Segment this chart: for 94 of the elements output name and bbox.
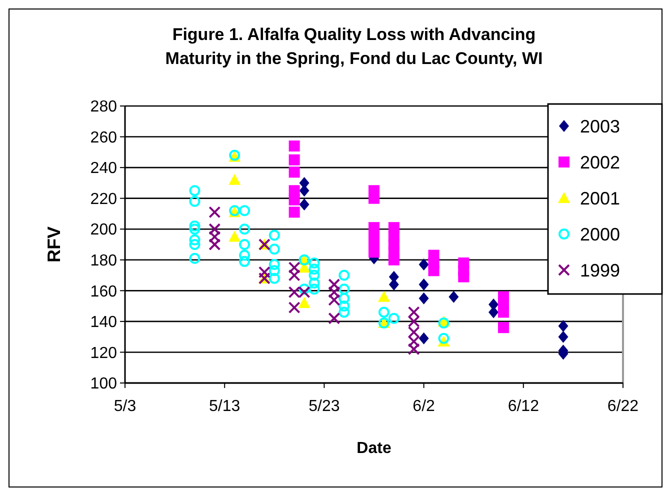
point xyxy=(189,234,200,246)
point xyxy=(268,230,280,241)
point xyxy=(308,277,320,288)
point xyxy=(268,244,280,255)
point xyxy=(558,320,568,332)
y-tick-label: 200 xyxy=(90,222,118,239)
point xyxy=(268,272,280,284)
point xyxy=(308,270,320,281)
point xyxy=(308,264,320,275)
point xyxy=(328,312,340,324)
point xyxy=(189,185,200,196)
legend-label: 2000 xyxy=(580,224,620,244)
point xyxy=(239,256,250,267)
point xyxy=(288,269,300,282)
point xyxy=(228,174,241,185)
point xyxy=(408,306,420,318)
point xyxy=(418,258,429,271)
point xyxy=(408,343,420,356)
point xyxy=(208,206,221,218)
point xyxy=(298,296,310,308)
point xyxy=(208,230,221,243)
y-tick-label: 120 xyxy=(90,344,118,362)
point xyxy=(288,194,300,206)
point xyxy=(308,257,320,268)
point xyxy=(458,271,470,282)
point xyxy=(408,315,420,328)
point xyxy=(378,306,390,318)
point xyxy=(438,332,450,344)
point xyxy=(288,166,300,178)
point xyxy=(338,300,350,312)
point xyxy=(189,220,200,232)
point xyxy=(208,223,221,236)
point xyxy=(189,224,200,235)
point xyxy=(328,286,340,298)
point xyxy=(228,230,241,242)
point xyxy=(288,302,300,314)
point xyxy=(338,292,350,304)
x-tick-label: 6/2 xyxy=(412,398,436,415)
point xyxy=(418,292,429,304)
point xyxy=(418,278,429,291)
point xyxy=(378,290,390,302)
point xyxy=(208,238,221,250)
x-tick-label: 5/23 xyxy=(308,398,340,415)
point xyxy=(288,206,300,218)
point xyxy=(288,262,300,274)
x-tick-label: 6/12 xyxy=(508,398,540,415)
x-tick-label: 5/3 xyxy=(114,398,136,415)
point xyxy=(448,290,459,303)
point xyxy=(308,284,320,295)
point xyxy=(498,322,509,334)
point xyxy=(408,326,420,338)
point xyxy=(239,239,250,250)
point xyxy=(298,284,310,295)
point xyxy=(268,265,280,276)
point xyxy=(338,270,350,281)
legend-label: 2001 xyxy=(580,188,620,208)
point xyxy=(239,224,250,235)
y-tick-label: 220 xyxy=(90,190,118,208)
point xyxy=(258,266,270,278)
y-tick-label: 240 xyxy=(90,160,118,178)
point xyxy=(388,312,400,324)
y-tick-label: 100 xyxy=(90,376,118,393)
y-tick-label: 140 xyxy=(90,314,118,332)
point xyxy=(189,196,200,207)
point xyxy=(239,250,250,261)
point xyxy=(328,294,340,306)
x-tick-label: 6/22 xyxy=(607,398,639,415)
y-tick-label: 260 xyxy=(90,129,118,146)
point xyxy=(189,239,200,250)
y-axis-title: RFV xyxy=(44,226,64,262)
x-axis-title: Date xyxy=(356,440,392,457)
point xyxy=(288,140,300,152)
point xyxy=(388,254,400,266)
point xyxy=(239,205,250,216)
x-tick-label: 5/13 xyxy=(209,398,240,415)
point xyxy=(408,335,420,348)
point xyxy=(418,332,429,344)
point xyxy=(299,198,310,210)
point xyxy=(338,284,350,295)
y-tick-label: 180 xyxy=(90,252,118,270)
point xyxy=(288,154,300,166)
point xyxy=(428,265,440,276)
y-tick-label: 160 xyxy=(90,283,118,300)
point xyxy=(189,252,200,264)
legend-label: 2003 xyxy=(580,116,620,136)
legend-label: 1999 xyxy=(580,260,620,280)
y-tick-label: 280 xyxy=(90,98,118,116)
point xyxy=(498,306,509,318)
point xyxy=(558,330,568,343)
chart-title: Figure 1. Alfalfa Quality Loss with Advancing Maturity in the Spring, Fond du Lac County, WI xyxy=(165,25,543,68)
legend-label: 2002 xyxy=(580,152,620,172)
point xyxy=(328,278,340,291)
point xyxy=(268,259,280,270)
point xyxy=(338,306,350,318)
